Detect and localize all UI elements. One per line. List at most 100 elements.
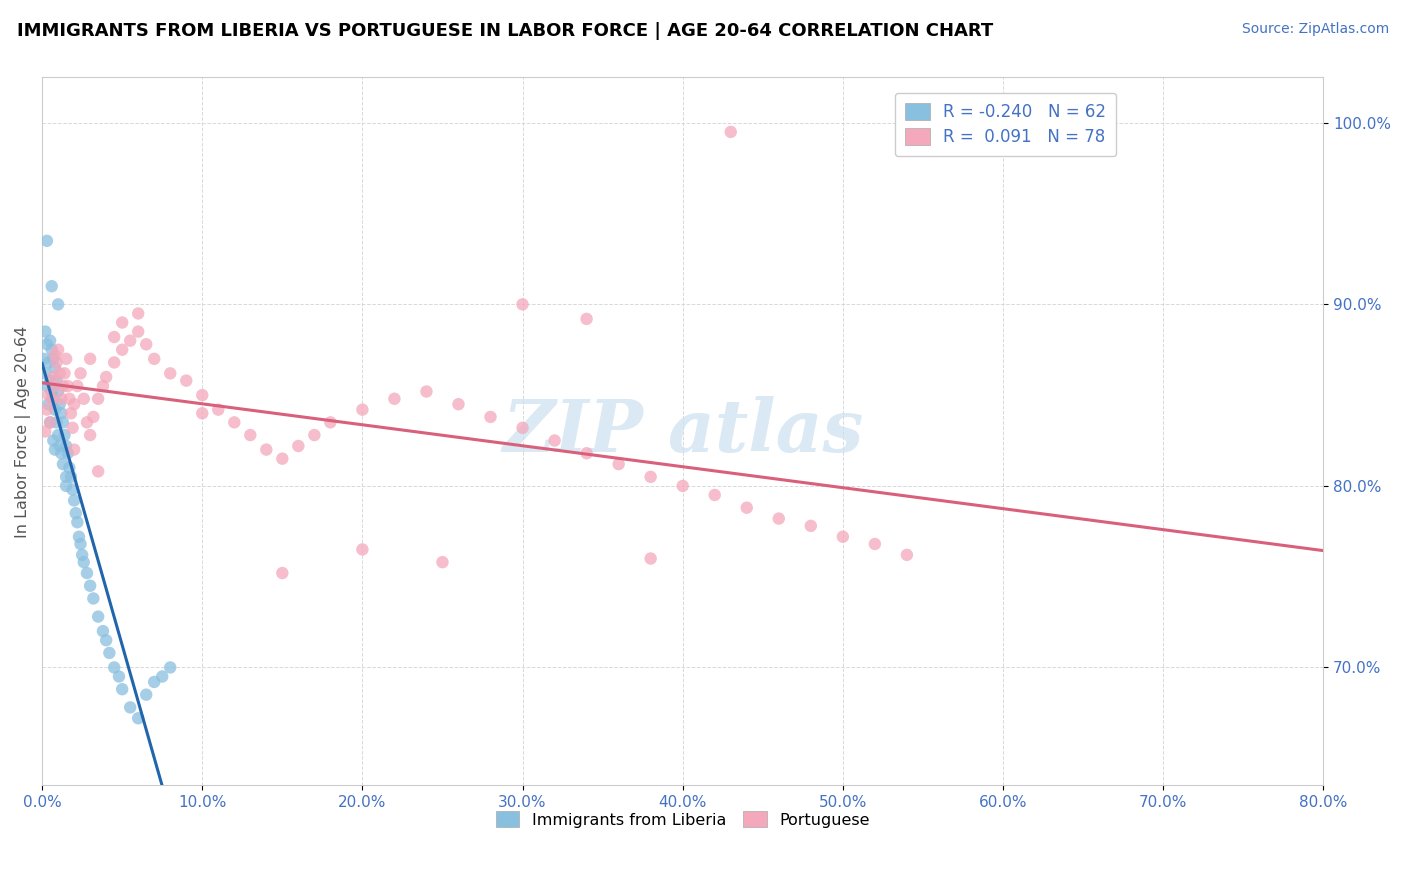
Point xyxy=(39,334,62,348)
Point xyxy=(352,402,374,417)
Point xyxy=(46,428,69,442)
Point xyxy=(38,397,60,411)
Point xyxy=(159,660,181,674)
Point xyxy=(120,700,142,714)
Point xyxy=(73,555,96,569)
Point xyxy=(51,446,73,460)
Point xyxy=(52,379,75,393)
Point xyxy=(479,409,502,424)
Point xyxy=(287,439,309,453)
Point xyxy=(319,416,342,430)
Point xyxy=(271,451,294,466)
Point xyxy=(62,483,84,497)
Point xyxy=(896,548,918,562)
Point xyxy=(48,439,70,453)
Point xyxy=(66,379,89,393)
Point xyxy=(73,392,96,406)
Point xyxy=(191,388,214,402)
Point xyxy=(52,416,75,430)
Point xyxy=(79,428,101,442)
Point xyxy=(76,566,98,580)
Point xyxy=(38,388,60,402)
Point xyxy=(41,392,63,406)
Point xyxy=(59,406,82,420)
Point xyxy=(41,384,63,399)
Point xyxy=(63,397,86,411)
Point xyxy=(432,555,454,569)
Point xyxy=(575,446,598,460)
Point xyxy=(35,402,58,417)
Point xyxy=(39,416,62,430)
Point xyxy=(76,416,98,430)
Point xyxy=(63,442,86,457)
Point xyxy=(39,416,62,430)
Point xyxy=(79,351,101,366)
Point xyxy=(512,297,534,311)
Point xyxy=(63,493,86,508)
Point xyxy=(87,464,110,478)
Point xyxy=(111,316,134,330)
Point xyxy=(120,334,142,348)
Point xyxy=(45,416,67,430)
Point xyxy=(42,351,65,366)
Point xyxy=(352,542,374,557)
Point xyxy=(45,374,67,388)
Point xyxy=(56,446,79,460)
Point xyxy=(575,311,598,326)
Point xyxy=(46,384,69,399)
Point xyxy=(46,297,69,311)
Point xyxy=(672,479,695,493)
Point xyxy=(42,392,65,406)
Point xyxy=(48,367,70,381)
Point xyxy=(831,530,853,544)
Point xyxy=(108,669,131,683)
Point xyxy=(32,351,55,366)
Point xyxy=(96,370,118,384)
Y-axis label: In Labor Force | Age 20-64: In Labor Force | Age 20-64 xyxy=(15,326,31,538)
Point xyxy=(271,566,294,580)
Point xyxy=(143,675,166,690)
Point xyxy=(42,370,65,384)
Point xyxy=(87,609,110,624)
Point xyxy=(51,392,73,406)
Point xyxy=(135,688,157,702)
Point xyxy=(55,470,77,484)
Point xyxy=(127,306,149,320)
Point xyxy=(150,669,173,683)
Point xyxy=(87,392,110,406)
Point xyxy=(127,325,149,339)
Point xyxy=(51,406,73,420)
Point xyxy=(415,384,437,399)
Point xyxy=(53,428,76,442)
Point xyxy=(135,337,157,351)
Point xyxy=(69,367,91,381)
Point xyxy=(44,402,66,417)
Point xyxy=(39,374,62,388)
Point xyxy=(62,421,84,435)
Point xyxy=(447,397,470,411)
Point xyxy=(69,537,91,551)
Point xyxy=(35,234,58,248)
Point xyxy=(768,511,790,525)
Point xyxy=(174,374,197,388)
Point xyxy=(159,367,181,381)
Point xyxy=(79,579,101,593)
Point xyxy=(67,530,90,544)
Point xyxy=(640,470,662,484)
Point xyxy=(46,343,69,357)
Point xyxy=(34,425,56,439)
Point xyxy=(735,500,758,515)
Point xyxy=(543,434,565,448)
Point xyxy=(44,379,66,393)
Point xyxy=(640,551,662,566)
Text: IMMIGRANTS FROM LIBERIA VS PORTUGUESE IN LABOR FORCE | AGE 20-64 CORRELATION CHA: IMMIGRANTS FROM LIBERIA VS PORTUGUESE IN… xyxy=(17,22,993,40)
Point xyxy=(98,646,121,660)
Point xyxy=(45,355,67,369)
Point xyxy=(34,325,56,339)
Point xyxy=(41,279,63,293)
Text: ZIP atlas: ZIP atlas xyxy=(502,396,863,467)
Point xyxy=(35,379,58,393)
Point xyxy=(55,351,77,366)
Legend: Immigrants from Liberia, Portuguese: Immigrants from Liberia, Portuguese xyxy=(489,805,876,834)
Point xyxy=(191,406,214,420)
